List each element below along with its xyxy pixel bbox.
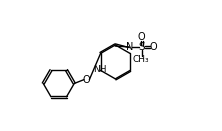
Text: N: N [126,42,133,52]
Text: O: O [83,75,90,85]
Text: S: S [138,42,145,52]
Text: NH: NH [93,65,107,74]
Text: CH₃: CH₃ [133,55,149,64]
Text: O: O [138,32,145,42]
Text: O: O [149,42,157,52]
